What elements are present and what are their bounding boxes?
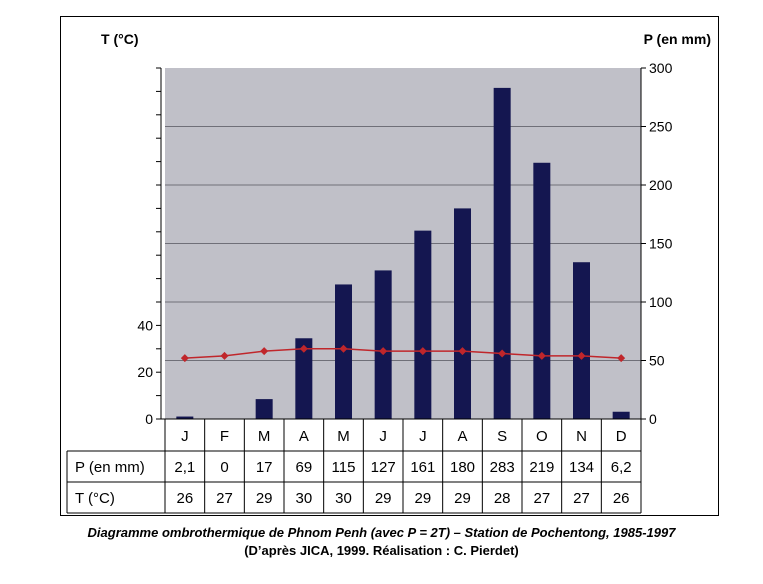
table-cell-precip: 69 (295, 459, 312, 476)
temperature-point (260, 347, 269, 356)
table-cell-precip: 115 (332, 459, 356, 476)
month-label: J (181, 428, 189, 445)
right-axis-tick-label: 150 (649, 236, 673, 252)
left-axis-tick-label: 40 (137, 317, 153, 333)
right-axis-tick-label: 0 (649, 411, 657, 427)
table-cell-precip: 219 (529, 459, 554, 476)
precip-bar (176, 416, 194, 419)
month-label: O (536, 428, 548, 445)
month-label: N (576, 428, 587, 445)
right-axis-tick-label: 50 (649, 353, 665, 369)
right-axis-tick-label: 250 (649, 119, 673, 135)
chart-caption: Diagramme ombrothermique de Phnom Penh (… (0, 525, 763, 558)
temperature-point (617, 354, 626, 363)
table-row-label-temp: T (°C) (75, 490, 115, 507)
month-label: D (616, 428, 627, 445)
table-cell-temp: 29 (414, 490, 431, 507)
temperature-point (498, 349, 507, 358)
table-cell-precip: 134 (569, 459, 594, 476)
table-cell-temp: 27 (573, 490, 590, 507)
precip-bar (374, 270, 392, 419)
temperature-point (577, 351, 586, 360)
month-label: A (457, 428, 467, 445)
precip-bar (295, 338, 313, 419)
left-axis-title: T (°C) (101, 31, 138, 47)
table-cell-temp: 29 (454, 490, 471, 507)
table-cell-precip: 283 (490, 459, 515, 476)
table-cell-precip: 2,1 (174, 459, 195, 476)
table-cell-precip: 17 (256, 459, 273, 476)
temperature-point (299, 344, 308, 353)
caption-credit: (D’après JICA, 1999. Réalisation : C. Pi… (244, 543, 519, 558)
table-cell-precip: 180 (450, 459, 475, 476)
left-axis-tick-label: 0 (145, 411, 153, 427)
right-axis-title: P (en mm) (644, 31, 711, 47)
table-cell-temp: 30 (295, 490, 312, 507)
temperature-point (418, 347, 427, 356)
temperature-point (220, 351, 229, 360)
table-cell-temp: 26 (176, 490, 193, 507)
right-axis-tick-label: 300 (649, 60, 673, 76)
month-label: J (379, 428, 387, 445)
precip-bar (454, 208, 471, 419)
precip-bar (414, 230, 432, 419)
temperature-point (379, 347, 388, 356)
precip-bar (612, 411, 630, 419)
table-cell-temp: 29 (256, 490, 273, 507)
table-row-label-precip: P (en mm) (75, 459, 145, 476)
table-cell-precip: 161 (410, 459, 435, 476)
month-label: S (497, 428, 507, 445)
temperature-point (180, 354, 189, 363)
table-cell-temp: 27 (533, 490, 550, 507)
left-axis-tick-label: 20 (137, 364, 153, 380)
table-cell-precip: 6,2 (611, 459, 632, 476)
right-axis-tick-label: 200 (649, 177, 673, 193)
temperature-point (537, 351, 546, 360)
precip-bar (255, 399, 273, 419)
table-cell-temp: 28 (494, 490, 511, 507)
table-cell-temp: 30 (335, 490, 352, 507)
table-cell-precip: 127 (371, 459, 396, 476)
table-cell-temp: 29 (375, 490, 392, 507)
precip-bar (533, 162, 551, 419)
month-label: J (419, 428, 427, 445)
temperature-point (339, 344, 348, 353)
month-label: A (299, 428, 309, 445)
month-label: M (258, 428, 271, 445)
month-label: M (337, 428, 350, 445)
precip-bar (573, 262, 590, 419)
temperature-line (184, 348, 622, 359)
chart-frame: 0 50 100 150 200 250 300 0 20 40 T (°C) P (en mm) J F… (60, 16, 719, 516)
table-cell-temp: 26 (613, 490, 630, 507)
right-axis-tick-label: 100 (649, 294, 673, 310)
table-cell-precip: 0 (220, 459, 228, 476)
temperature-point (458, 347, 467, 356)
month-label: F (220, 428, 229, 445)
caption-title: Diagramme ombrothermique de Phnom Penh (… (87, 525, 676, 540)
table-cell-temp: 27 (216, 490, 233, 507)
precip-bar (493, 87, 511, 419)
